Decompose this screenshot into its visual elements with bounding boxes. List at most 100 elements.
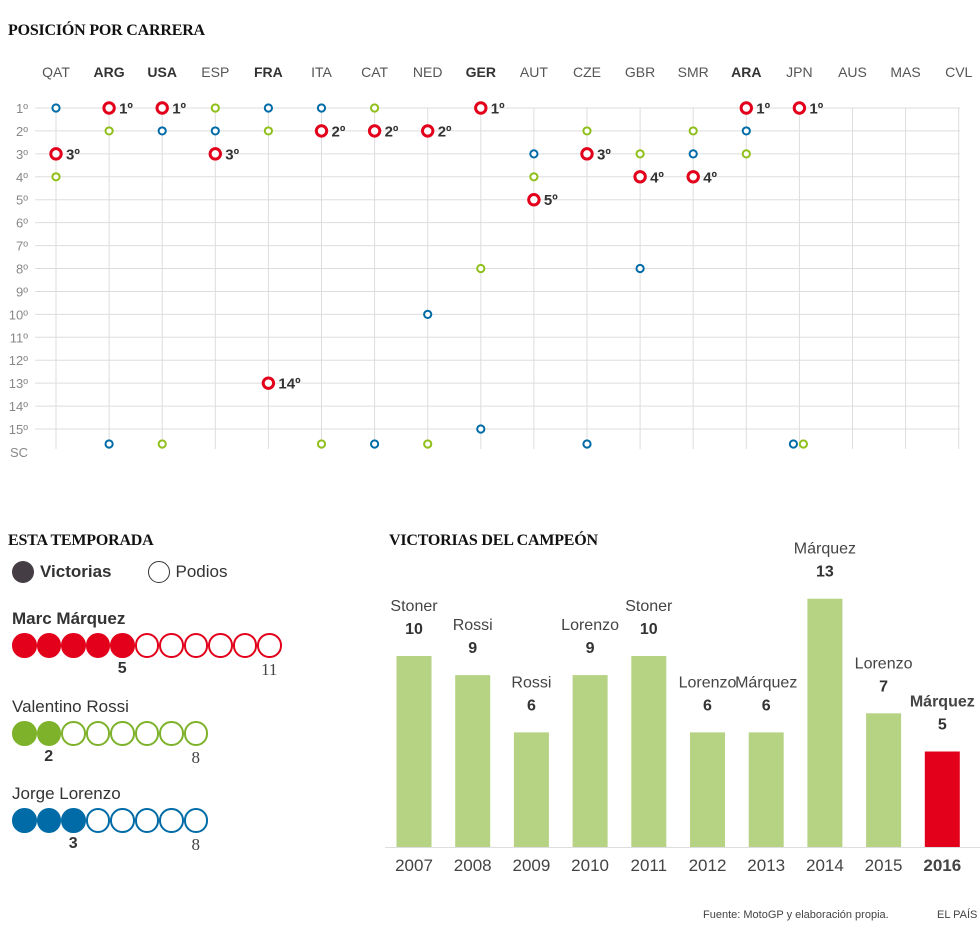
point-rossi-ita — [316, 439, 327, 449]
podium-dot — [159, 721, 184, 746]
point-marquez-ita — [314, 124, 329, 138]
point-marquez-usa — [155, 101, 169, 115]
podium-dot — [159, 808, 184, 833]
podium-dot — [61, 721, 86, 746]
bar-value-label: 13 — [816, 564, 834, 581]
point-lorenzo-ara — [741, 126, 751, 136]
podium-dot — [183, 633, 208, 658]
y-tick-label: 11º — [10, 330, 28, 345]
point-lorenzo-jpn — [788, 439, 799, 449]
point-label-gbr: 4º — [650, 169, 664, 186]
point-marquez-esp — [208, 147, 223, 161]
race-label-ger: GER — [466, 64, 496, 80]
point-marquez-qat — [49, 147, 63, 161]
source-note: Fuente: MotoGP y elaboración propia. — [703, 909, 889, 921]
race-label-cvl: CVL — [945, 64, 972, 80]
y-tick-label: 1º — [16, 101, 28, 116]
race-label-ned: NED — [413, 64, 443, 80]
y-tick-label: SC — [10, 445, 28, 460]
point-rossi-esp — [210, 103, 220, 113]
rider-marquez: Marc Márquez 5 11 — [12, 608, 282, 680]
rider-counts: 2 8 — [12, 746, 208, 768]
podiums-legend-icon — [147, 561, 170, 583]
point-marquez-gbr — [633, 170, 647, 184]
point-label-usa: 1º — [172, 101, 186, 118]
rider-name: Valentino Rossi — [12, 697, 129, 716]
bar-year-label: 2008 — [454, 856, 492, 875]
bar-2010 — [572, 675, 608, 847]
race-label-mas: MAS — [890, 64, 920, 80]
point-marquez-ara — [739, 101, 753, 115]
bar-value-label: 5 — [938, 717, 947, 734]
season-title: ESTA TEMPORADA — [8, 532, 154, 549]
point-rossi-jpn — [798, 439, 809, 449]
bar-rider-label: Márquez — [794, 541, 856, 558]
wins-legend-label: Victorias — [40, 562, 112, 581]
win-dot — [110, 633, 135, 658]
bar-year-label: 2011 — [631, 856, 668, 875]
race-label-gbr: GBR — [625, 64, 655, 80]
race-label-arg: ARG — [94, 64, 125, 80]
race-label-qat: QAT — [42, 64, 70, 80]
rider-name: Jorge Lorenzo — [12, 784, 121, 803]
point-label-ger: 1º — [491, 101, 505, 118]
bar-2013 — [748, 732, 784, 847]
y-tick-label: 7º — [16, 239, 28, 254]
point-lorenzo-smr — [688, 149, 698, 159]
wins-count: 5 — [117, 659, 127, 677]
bar-value-label: 9 — [468, 640, 477, 657]
podium-dot — [183, 808, 208, 833]
bar-2016 — [924, 751, 960, 847]
point-lorenzo-esp — [210, 126, 220, 136]
season-legend: Victorias Podios — [12, 561, 228, 583]
win-dot — [61, 808, 86, 833]
y-tick-label: 3º — [16, 147, 28, 162]
bar-2011 — [631, 656, 667, 847]
podiums-count: 8 — [191, 747, 201, 767]
point-marquez-jpn — [792, 101, 807, 115]
rider-counts: 5 11 — [12, 658, 282, 680]
bar-value-label: 6 — [703, 697, 712, 714]
point-label-arg: 1º — [119, 101, 133, 118]
win-dot — [61, 633, 86, 658]
win-dot — [36, 633, 61, 658]
podium-dot — [208, 633, 233, 658]
bar-2009 — [513, 732, 549, 847]
bar-rider-label: Rossi — [453, 617, 493, 634]
podium-dot — [257, 633, 282, 658]
champion-bar-chart: 10 Stoner 2007 9 Rossi 2008 6 Rossi 2009 9 Lorenzo… — [385, 541, 980, 875]
point-label-smr: 4º — [703, 169, 717, 186]
position-chart: 1º 2º 3º 4º 5º 6º 7º 8º 9º 10º 11º 12º 13º 14º 15º SC QA… — [9, 64, 973, 460]
bar-value-label: 6 — [527, 697, 536, 714]
race-label-cat: CAT — [361, 64, 388, 80]
point-marquez-cze — [580, 147, 594, 161]
podium-dots — [12, 633, 282, 658]
point-lorenzo-arg — [104, 439, 114, 449]
point-label-qat: 3º — [66, 146, 80, 163]
y-tick-label: 5º — [16, 193, 28, 208]
rider-name: Marc Márquez — [12, 609, 126, 628]
point-lorenzo-cat — [370, 439, 380, 449]
y-tick-label: 8º — [16, 262, 28, 277]
point-lorenzo-gbr — [635, 263, 645, 274]
point-label-aut: 5º — [544, 192, 558, 209]
podium-dots — [12, 808, 208, 833]
point-lorenzo-fra — [263, 103, 273, 113]
race-label-aut: AUT — [520, 64, 548, 80]
y-tick-label: 2º — [16, 124, 28, 139]
bar-2008 — [455, 675, 491, 847]
bar-2007 — [396, 656, 432, 847]
point-lorenzo-qat — [51, 103, 61, 113]
y-tick-label: 14º — [9, 399, 28, 414]
win-dot — [36, 808, 61, 833]
champion-chart-title: VICTORIAS DEL CAMPEÓN — [389, 532, 598, 549]
point-marquez-ger — [474, 101, 488, 115]
race-label-fra: FRA — [254, 64, 283, 80]
bar-rider-label: Lorenzo — [561, 617, 619, 634]
point-rossi-aut — [529, 172, 539, 182]
bar-rider-label: Stoner — [390, 598, 438, 615]
point-marquez-cat — [367, 124, 382, 138]
point-rossi-qat — [51, 172, 61, 182]
point-rossi-smr — [688, 126, 698, 136]
bar-rider-label: Márquez — [910, 694, 975, 711]
